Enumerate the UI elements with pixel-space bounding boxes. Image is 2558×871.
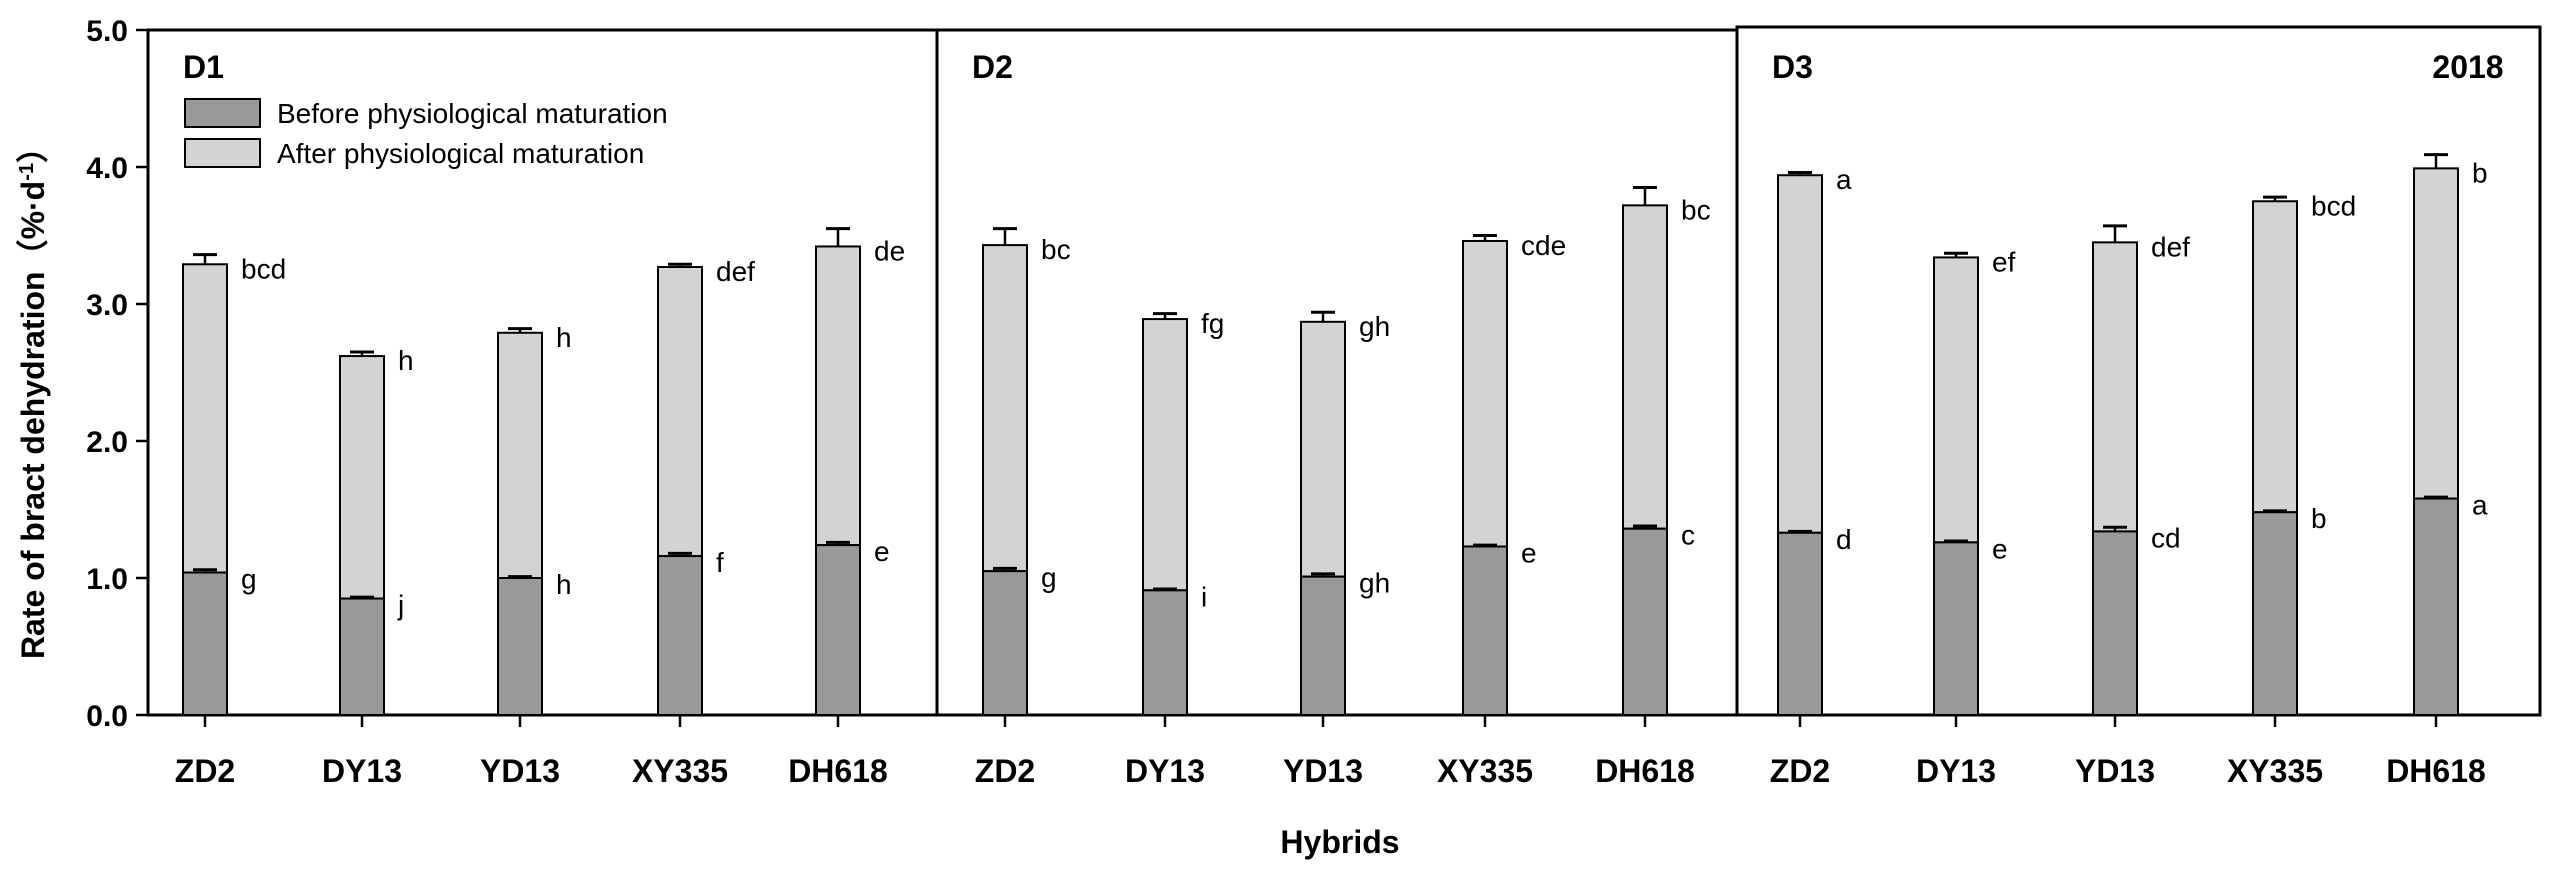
y-axis-title-main: Rate of bract dehydration（%·d [15, 181, 51, 659]
x-category-label: ZD2 [975, 753, 1035, 789]
sig-label-total: b [2472, 157, 2488, 188]
panel-frame-d3 [1735, 25, 2542, 717]
sig-label-total: def [716, 256, 755, 287]
legend-label-before: Before physiological maturation [277, 98, 668, 129]
bar-before [2092, 530, 2138, 716]
bar-after [657, 266, 703, 558]
bar-before [1622, 527, 1668, 716]
sig-label-before: c [1681, 520, 1695, 551]
bar-after [1622, 204, 1668, 530]
y-tick-label: 3.0 [86, 289, 128, 322]
y-tick-label: 4.0 [86, 152, 128, 185]
sig-label-total: h [398, 345, 414, 376]
bar-after [339, 355, 385, 600]
legend-swatch-before [184, 98, 261, 128]
bar-before [657, 555, 703, 717]
bar-after [2092, 241, 2138, 533]
bar-before [1300, 575, 1346, 716]
bar-before [1933, 541, 1979, 716]
bar-before [497, 577, 543, 716]
bar-before [982, 570, 1028, 717]
sig-label-before: gh [1359, 568, 1390, 599]
sig-label-before: e [1521, 537, 1537, 568]
y-tick-label: 1.0 [86, 563, 128, 596]
legend: Before physiological maturation After ph… [184, 98, 668, 169]
bar-after [1142, 318, 1188, 592]
sig-label-total: cde [1521, 230, 1566, 261]
bar-after [1933, 256, 1979, 544]
bar-before [1462, 545, 1508, 716]
panel-label-d3: D3 [1772, 49, 1813, 85]
bar-before [182, 571, 228, 717]
sig-label-total: fg [1201, 308, 1224, 339]
y-tick-label: 0.0 [86, 700, 128, 733]
x-category-label: DH618 [2386, 753, 2486, 789]
bar-before [1142, 589, 1188, 717]
sig-label-total: bc [1681, 194, 1711, 225]
panel-label-d2: D2 [972, 49, 1013, 85]
legend-label-after: After physiological maturation [277, 138, 644, 169]
bar-after [1462, 239, 1508, 548]
bar-before [815, 544, 861, 716]
sig-label-total: gh [1359, 311, 1390, 342]
sig-label-before: g [1041, 562, 1057, 593]
bar-after [497, 331, 543, 579]
sig-label-before: g [241, 564, 257, 595]
bar-after [2413, 167, 2459, 500]
sig-label-before: e [1992, 533, 2008, 564]
x-category-label: ZD2 [175, 753, 235, 789]
sig-label-before: f [716, 547, 724, 578]
bar-before [2252, 511, 2298, 716]
panel-label-d1: D1 [183, 49, 224, 85]
x-category-label: DY13 [1125, 753, 1205, 789]
x-category-label: YD13 [1283, 753, 1363, 789]
sig-label-total: bcd [241, 253, 286, 284]
sig-label-before: cd [2151, 522, 2181, 553]
y-axis-title: Rate of bract dehydration（%·d-1） [15, 131, 51, 659]
y-axis-title-close: ） [15, 131, 51, 163]
bar-before [339, 597, 385, 716]
sig-label-before: a [2472, 490, 2488, 521]
x-category-label: XY335 [632, 753, 728, 789]
sig-label-total: def [2151, 231, 2190, 262]
bar-after [982, 244, 1028, 573]
bar-after [815, 245, 861, 547]
x-category-label: XY335 [2227, 753, 2323, 789]
x-category-label: YD13 [480, 753, 560, 789]
bar-after [2252, 200, 2298, 514]
sig-label-before: e [874, 536, 890, 567]
bar-before [1777, 531, 1823, 716]
x-category-label: ZD2 [1770, 753, 1830, 789]
bar-after [1300, 320, 1346, 578]
x-category-label: YD13 [2075, 753, 2155, 789]
x-category-label: DY13 [1916, 753, 1996, 789]
bar-after [1777, 174, 1823, 534]
x-category-label: XY335 [1437, 753, 1533, 789]
y-tick-label: 5.0 [86, 15, 128, 48]
x-axis-title: Hybrids [1280, 824, 1399, 860]
sig-label-before: h [556, 569, 572, 600]
bar-before [2413, 497, 2459, 717]
sig-label-before: j [397, 590, 404, 621]
sig-label-total: h [556, 322, 572, 353]
x-category-label: DH618 [788, 753, 888, 789]
sig-label-total: a [1836, 164, 1852, 195]
sig-label-total: bcd [2311, 190, 2356, 221]
sig-label-total: bc [1041, 234, 1071, 265]
x-category-label: DH618 [1595, 753, 1695, 789]
sig-label-total: ef [1992, 246, 2016, 277]
sig-label-before: b [2311, 503, 2327, 534]
sig-label-before: d [1836, 524, 1852, 555]
legend-swatch-after [184, 138, 261, 168]
sig-label-total: de [874, 235, 905, 266]
y-tick-label: 2.0 [86, 426, 128, 459]
y-axis-title-sup: -1 [16, 163, 38, 181]
bar-after [182, 263, 228, 574]
year-label: 2018 [2432, 49, 2503, 85]
sig-label-before: i [1201, 581, 1207, 612]
x-category-label: DY13 [322, 753, 402, 789]
